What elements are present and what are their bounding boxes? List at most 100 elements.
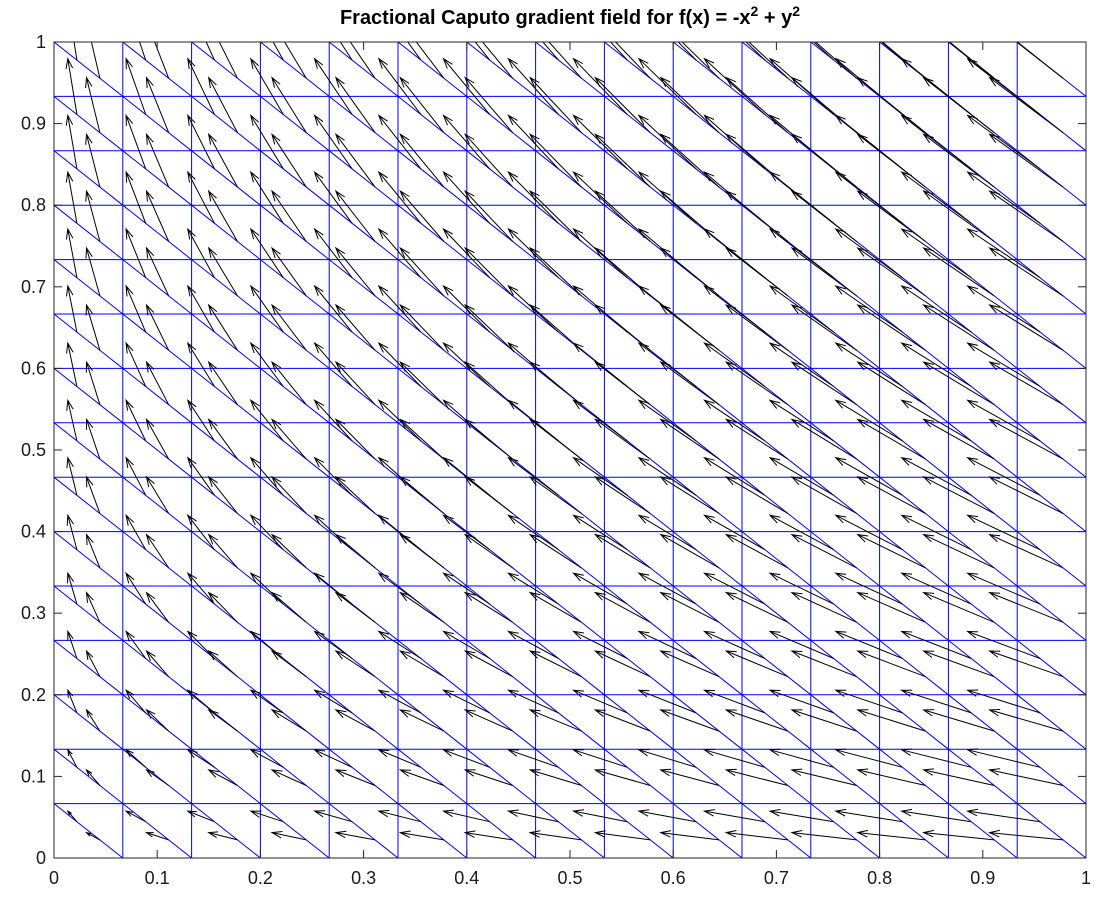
field-arrow [377, 227, 422, 279]
field-arrow [85, 475, 101, 514]
mesh-diagonal-line [122, 531, 192, 587]
field-arrow [659, 304, 720, 351]
mesh-diagonal-line [260, 204, 330, 260]
field-arrow [528, 246, 582, 297]
mesh-diagonal-line [328, 422, 399, 478]
field-arrow [988, 418, 1064, 460]
field-arrow [659, 709, 720, 732]
field-arrow [334, 830, 376, 841]
field-arrow [125, 630, 147, 659]
mesh-diagonal-line [535, 204, 605, 260]
field-arrow [988, 190, 1064, 242]
field-arrow [66, 456, 78, 496]
field-arrow [966, 572, 1041, 605]
field-arrow [186, 456, 215, 496]
field-arrow [145, 246, 170, 297]
field-arrow [768, 748, 834, 768]
field-arrow [768, 809, 834, 823]
field-arrow [334, 418, 376, 460]
field-arrow [507, 572, 559, 605]
field-arrow [768, 456, 834, 496]
field-arrow [637, 809, 697, 823]
mesh-diagonal-line [260, 42, 330, 97]
mesh-diagonal-line [948, 204, 1018, 260]
field-arrow [528, 591, 582, 623]
field-arrow [637, 689, 697, 714]
field-arrow [442, 514, 490, 551]
field-arrow [506, 809, 559, 823]
field-arrow [966, 57, 1041, 115]
mesh-diagonal-line [810, 748, 880, 804]
field-arrow [507, 284, 559, 333]
title-part: 2 [751, 3, 759, 19]
field-arrow [922, 476, 995, 514]
mesh-diagonal-line [397, 259, 468, 315]
field-arrow [834, 342, 903, 387]
field-arrow [442, 114, 491, 170]
field-arrow [529, 76, 582, 134]
field-arrow [609, 42, 628, 61]
mesh-diagonal-line [810, 531, 880, 587]
field-arrow [207, 591, 238, 623]
field-arrow [637, 572, 697, 605]
field-arrow [399, 303, 445, 351]
field-arrow [572, 572, 628, 605]
field-arrow [399, 246, 445, 297]
field-arrow [377, 284, 422, 333]
mesh-diagonal-line [328, 531, 399, 587]
mesh-diagonal-line [466, 204, 536, 260]
y-tick-label: 0.5 [21, 440, 46, 460]
mesh-diagonal-line [1016, 422, 1086, 478]
mesh-diagonal-line [260, 531, 330, 587]
mesh-diagonal-line [672, 640, 743, 696]
field-arrow [528, 189, 582, 242]
field-arrow [724, 650, 789, 678]
field-arrow [313, 514, 353, 551]
field-arrow [834, 630, 903, 659]
field-arrow [900, 748, 972, 768]
mesh-diagonal-line [191, 585, 261, 641]
field-arrow [463, 830, 513, 841]
field-arrow [966, 285, 1041, 333]
mesh-diagonal-line [810, 422, 880, 478]
field-arrow [377, 689, 422, 714]
field-arrow [528, 418, 582, 460]
field-arrow [856, 768, 926, 786]
mesh-diagonal-line [535, 640, 605, 696]
field-arrow [572, 342, 628, 387]
field-arrow [85, 591, 101, 623]
field-arrow [725, 76, 789, 134]
field-arrow [377, 630, 422, 659]
field-arrow [659, 533, 720, 569]
field-arrow [988, 76, 1064, 134]
field-arrow [85, 189, 101, 242]
mesh-diagonal-line [1016, 694, 1086, 750]
field-arrow [85, 132, 101, 188]
field-arrow [464, 76, 514, 134]
x-tick-label: 0.6 [661, 868, 686, 888]
field-arrow [313, 114, 353, 170]
field-arrow [659, 418, 720, 460]
y-tick-label: 0.7 [21, 277, 46, 297]
field-arrow [442, 572, 490, 605]
mesh-diagonal-line [604, 96, 674, 152]
y-tick-label: 0.9 [21, 114, 46, 134]
title-part: Fractional Caputo gradient field for f(x… [340, 7, 751, 29]
mesh-diagonal-line [672, 42, 743, 97]
field-arrow [856, 190, 926, 242]
field-arrow [270, 831, 307, 841]
field-arrow [659, 768, 720, 786]
field-arrow [834, 456, 903, 496]
field-arrow [506, 630, 559, 659]
x-tick-label: 0.7 [764, 868, 789, 888]
field-arrow [637, 514, 697, 551]
mesh-diagonal-line [810, 368, 880, 424]
field-arrow [681, 42, 720, 79]
mesh-diagonal-line [810, 694, 880, 750]
field-arrow [67, 688, 78, 714]
mesh-diagonal-line [54, 803, 124, 858]
field-arrow [272, 42, 284, 61]
mesh-diagonal-line [948, 531, 1018, 587]
field-arrow [334, 709, 376, 732]
field-arrow [703, 399, 766, 442]
